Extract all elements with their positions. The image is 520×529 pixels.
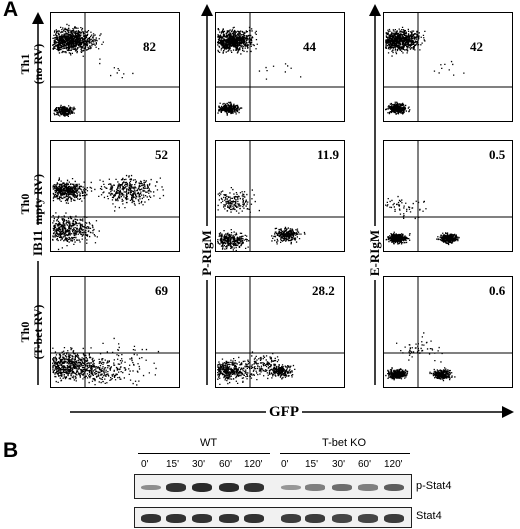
lane-label: 60': [358, 459, 372, 470]
blot-band: [141, 484, 161, 491]
flow-plot-r2c2: [215, 140, 345, 252]
lane-label: 0': [141, 459, 149, 470]
blot-band: [332, 514, 352, 523]
blot-band: [358, 484, 378, 491]
lane-label: 15': [166, 459, 180, 470]
flow-plot-r1c1: [50, 12, 180, 122]
flow-events: [385, 195, 460, 246]
flow-events: [385, 332, 456, 382]
value-r3c2: 28.2: [312, 283, 335, 298]
flow-plot-r2c1: [50, 140, 180, 252]
value-r3c1: 69: [155, 283, 168, 298]
lane-label: 60': [219, 459, 233, 470]
flow-plot-r3c3: [383, 276, 513, 388]
blot-band: [166, 514, 186, 523]
panel-a-letter: A: [3, 0, 19, 21]
lane-label: 120': [384, 459, 403, 470]
flow-events: [52, 337, 160, 386]
flow-events: [385, 26, 465, 115]
panel-b-letter: B: [3, 439, 19, 462]
blot-band: [192, 482, 212, 493]
value-r2c3: 0.5: [489, 147, 506, 162]
group-label-wt: WT: [200, 437, 218, 449]
blot-band: [244, 483, 264, 492]
flow-events: [217, 187, 306, 251]
flow-events: [217, 26, 302, 116]
flow-plot-r1c3: [383, 12, 513, 122]
blot-band: [244, 514, 264, 523]
lane-label: 120': [244, 459, 263, 470]
value-r1c1: 82: [143, 39, 156, 54]
blot-band: [281, 514, 301, 523]
value-r1c3: 42: [470, 39, 483, 54]
value-r3c3: 0.6: [489, 283, 506, 298]
group-line-wt: [138, 453, 270, 454]
blot-band: [219, 514, 239, 523]
flow-plot-r1c2: [215, 12, 345, 122]
blot-band: [358, 514, 378, 523]
value-r2c1: 52: [155, 147, 168, 162]
blot-stat4: [134, 507, 412, 528]
blot-band: [384, 483, 404, 492]
blot-label-stat4: Stat4: [416, 510, 442, 522]
x-label-gfp: GFP: [266, 404, 302, 421]
lane-label: 15': [305, 459, 319, 470]
flow-plot-r2c3: [383, 140, 513, 252]
y-label-ib11: IB11: [30, 225, 46, 261]
group-label-tbet-ko: T-bet KO: [322, 437, 367, 449]
flow-events: [52, 23, 134, 117]
value-r2c2: 11.9: [317, 147, 340, 162]
blot-p-stat4: [134, 474, 412, 499]
flow-events: [217, 351, 296, 385]
lane-label: 30': [332, 459, 346, 470]
blot-band: [141, 514, 161, 523]
lane-label: 0': [281, 459, 289, 470]
lane-label: 30': [192, 459, 206, 470]
value-r1c2: 44: [303, 39, 316, 54]
blot-label-p-stat4: p-Stat4: [416, 480, 452, 492]
blot-band: [384, 514, 404, 523]
blot-band: [192, 514, 212, 523]
group-line-tbet-ko: [280, 453, 410, 454]
blot-band: [166, 483, 186, 492]
flow-plot-r3c2: [215, 276, 345, 388]
y-label-e-rigm: E-RIgM: [367, 226, 383, 280]
blot-band: [305, 484, 325, 491]
flow-plot-r3c1: [50, 276, 180, 388]
blot-band: [281, 484, 301, 491]
flow-events: [52, 174, 165, 251]
blot-band: [305, 514, 325, 523]
blot-band: [219, 482, 239, 493]
blot-band: [332, 484, 352, 491]
y-label-p-rigm: P-RIgM: [199, 226, 215, 280]
